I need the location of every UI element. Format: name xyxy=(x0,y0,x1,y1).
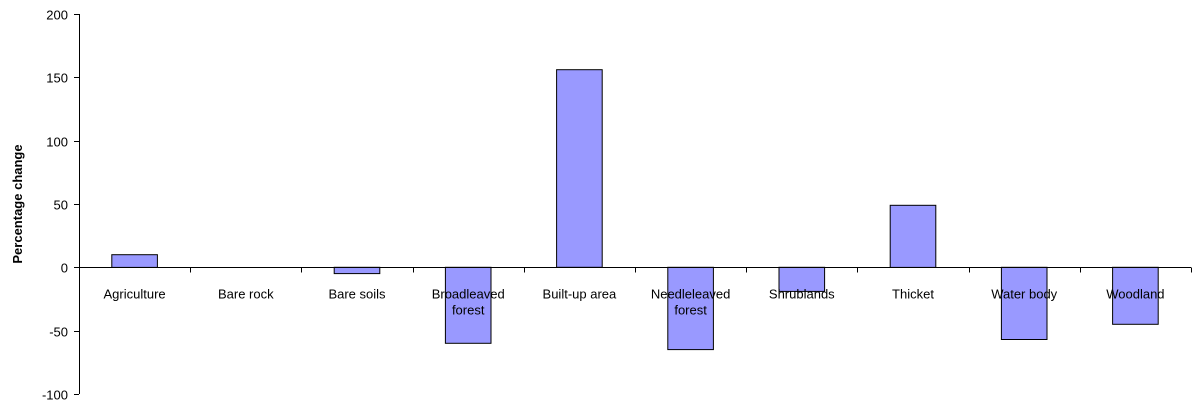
x-category-label: Bare rock xyxy=(218,287,274,302)
bar xyxy=(1000,266,1048,340)
bar xyxy=(111,254,158,268)
bar xyxy=(889,204,937,268)
y-tick-label: -100 xyxy=(42,388,68,400)
x-category-label: Agriculture xyxy=(104,287,166,302)
y-axis: -100 -50 0 50 100 150 200 xyxy=(42,8,80,400)
x-category-label: Built-up area xyxy=(543,287,617,302)
bar xyxy=(333,266,381,275)
y-tick-label: 100 xyxy=(46,135,68,150)
category-labels: Agriculture Bare rock Bare soils Broadleave… xyxy=(104,287,1165,318)
y-tick-label: 0 xyxy=(61,261,68,276)
y-tick-label: 150 xyxy=(46,71,68,86)
x-category-label: Broadleaved forest xyxy=(432,287,505,318)
y-tick-label: -50 xyxy=(49,325,68,340)
bar xyxy=(778,266,826,292)
bar xyxy=(444,266,492,344)
x-category-label: Water body xyxy=(991,287,1057,302)
x-axis xyxy=(79,267,1192,273)
y-tick-label: 50 xyxy=(54,198,68,213)
x-category-label: Needleleaved forest xyxy=(651,287,731,318)
bars xyxy=(111,69,1159,351)
x-category-label: Bare soils xyxy=(328,287,386,302)
bar xyxy=(667,266,714,351)
y-axis-title: Percentage change xyxy=(10,144,25,263)
y-tick-label: 200 xyxy=(46,8,68,23)
x-category-label: Thicket xyxy=(892,287,934,302)
x-category-label: Shrublands xyxy=(769,287,835,302)
x-category-label: Woodland xyxy=(1106,287,1164,302)
bar xyxy=(556,69,603,268)
